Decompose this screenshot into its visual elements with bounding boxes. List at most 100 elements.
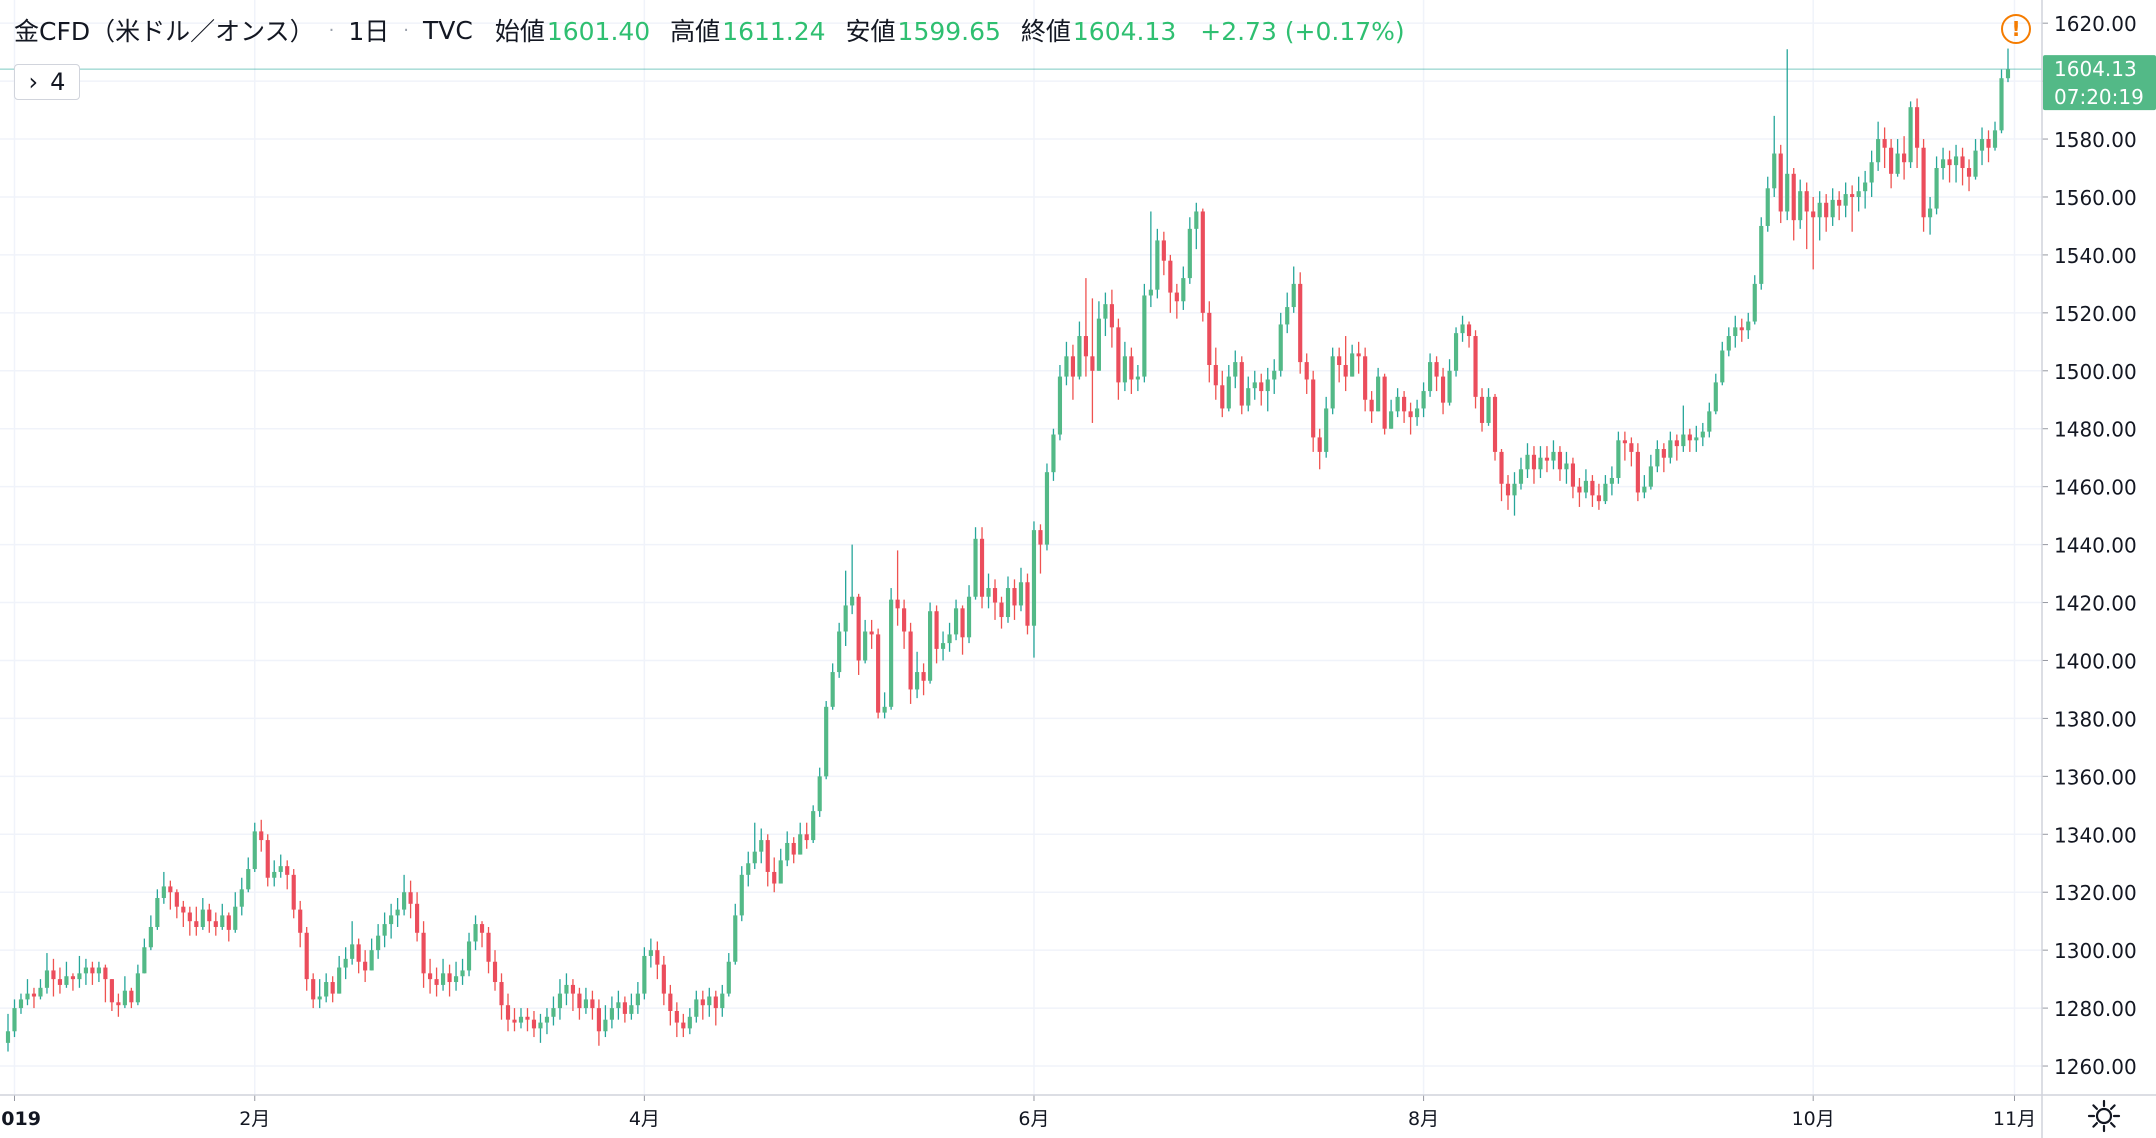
candle-body (1765, 188, 1770, 226)
candle-body (1824, 202, 1829, 218)
candle-body (1953, 156, 1959, 166)
candle-body (817, 776, 822, 812)
grid-lines (0, 0, 2042, 1095)
candle-body (12, 1008, 17, 1032)
candle-body (213, 921, 218, 927)
candle-body (1720, 350, 1725, 383)
candle-body (1947, 159, 1952, 166)
candle-body (947, 634, 952, 644)
candle-body (1551, 451, 1556, 461)
candle-body (1635, 451, 1640, 493)
candle-body (1363, 356, 1368, 400)
candle-body (64, 976, 69, 985)
candle-body (1999, 78, 2004, 131)
warning-icon[interactable]: ! (2001, 14, 2031, 44)
candle-body (538, 1022, 543, 1029)
candle-body (629, 1005, 634, 1014)
candle-body (843, 605, 848, 632)
candle-body (1616, 440, 1621, 478)
candle-body (96, 967, 101, 974)
candle-body (921, 672, 926, 681)
candle-body (1538, 457, 1543, 470)
candle-body (798, 834, 803, 855)
y-tick-label: 1360.00 (2054, 765, 2137, 789)
candle-body (363, 961, 368, 971)
candle-body (1596, 495, 1601, 502)
candle-body (973, 538, 978, 597)
candle-body (564, 984, 569, 994)
candle-body (1512, 483, 1517, 496)
candle-body (1233, 362, 1238, 377)
candle-body (109, 979, 114, 1003)
candle-body (772, 871, 777, 884)
candle-body (233, 906, 238, 930)
candle-body (239, 889, 244, 907)
y-tick-label: 1520.00 (2054, 302, 2137, 326)
candle-body (928, 611, 933, 681)
candle-body (1837, 199, 1842, 206)
last-price-label: 1604.13 (2054, 57, 2137, 81)
x-tick-label: 4月 (629, 1108, 660, 1130)
candle-body (1525, 454, 1530, 470)
candle-body (1940, 159, 1946, 169)
candle-body (915, 672, 920, 690)
candle-body (428, 973, 433, 980)
candle-body (1012, 588, 1017, 606)
candle-body (902, 608, 907, 632)
candle-body (1518, 469, 1524, 484)
candle-body (90, 967, 95, 974)
candle-body (1622, 440, 1627, 444)
candle-body (1207, 312, 1212, 365)
candle-body (953, 608, 959, 635)
candle-body (51, 970, 56, 980)
candle-body (1986, 139, 1991, 148)
candle-body (1928, 208, 1933, 218)
candle-body (1434, 362, 1439, 377)
candle-body (1979, 139, 1985, 151)
candle-body (681, 1022, 686, 1029)
candle-body (389, 915, 394, 925)
candle-body (1077, 336, 1082, 377)
candle-body (1109, 304, 1114, 328)
candle-body (1895, 153, 1900, 174)
candle-body (1252, 382, 1257, 389)
candle-body (1453, 333, 1459, 371)
y-tick-label: 1540.00 (2054, 244, 2137, 268)
indicators-toggle-button[interactable]: › 4 (14, 64, 80, 100)
candle-body (220, 915, 225, 927)
candle-body (1246, 388, 1251, 406)
candle-body (1655, 449, 1660, 467)
candle-body (1739, 327, 1744, 331)
candle-body (31, 993, 37, 997)
candle-body (181, 906, 186, 913)
candle-body (479, 924, 485, 933)
candle-body (811, 811, 816, 841)
candle-body (1902, 153, 1907, 163)
candle-body (174, 892, 179, 907)
candle-body (499, 982, 504, 1006)
candle-body (376, 935, 381, 951)
candle-body (908, 631, 913, 690)
candle-body (733, 915, 738, 962)
candle-body (466, 941, 472, 971)
candle-body (583, 999, 588, 1009)
candle-body (1090, 356, 1095, 371)
x-tick-label: 11月 (1993, 1108, 2036, 1130)
gear-icon[interactable] (2086, 1098, 2122, 1134)
candle-body (1544, 457, 1550, 461)
candle-body (1038, 530, 1043, 545)
candle-body (992, 588, 998, 603)
candle-body (1272, 370, 1277, 380)
candle-body (869, 631, 874, 635)
candle-body (882, 706, 887, 713)
candle-body (837, 631, 842, 673)
interval-label[interactable]: 1日 (348, 17, 390, 46)
candle-body (1278, 324, 1283, 371)
candle-body (1869, 162, 1874, 183)
candle-body (1733, 327, 1738, 337)
symbol-name[interactable]: 金CFD（米ドル／オンス） (14, 17, 315, 46)
candle-body (1850, 194, 1855, 197)
candle-body (103, 967, 108, 980)
